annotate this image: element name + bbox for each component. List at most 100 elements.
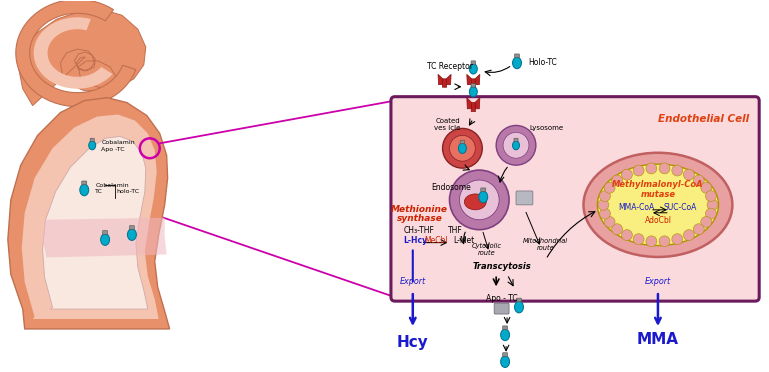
Text: Apo - TC: Apo - TC [486,294,518,303]
Polygon shape [475,98,480,109]
Ellipse shape [479,191,488,203]
Ellipse shape [514,301,524,313]
Circle shape [611,224,623,235]
Ellipse shape [501,356,510,368]
Ellipse shape [501,329,510,341]
Text: MeCbl: MeCbl [424,235,448,244]
Circle shape [694,175,704,186]
Ellipse shape [101,234,109,246]
Text: Holo-TC: Holo-TC [528,58,557,67]
Circle shape [598,199,609,210]
Text: Hcy: Hcy [397,335,428,350]
Text: Methylmalonyl-CoA: Methylmalonyl-CoA [612,180,704,189]
FancyBboxPatch shape [517,298,521,302]
Ellipse shape [88,141,95,150]
FancyBboxPatch shape [391,97,759,301]
Ellipse shape [469,64,478,74]
Text: Mitochondrial
route: Mitochondrial route [523,238,568,250]
Circle shape [459,180,499,220]
Text: Export: Export [400,277,426,286]
Polygon shape [446,74,451,85]
FancyBboxPatch shape [514,138,518,141]
FancyBboxPatch shape [90,138,95,141]
Text: Export: Export [645,277,671,286]
Circle shape [646,236,657,247]
Circle shape [604,217,615,227]
Text: Endosome: Endosome [431,183,471,192]
Circle shape [621,230,632,241]
Text: CH₃-THF: CH₃-THF [404,226,434,235]
FancyBboxPatch shape [514,54,520,58]
Circle shape [633,165,644,176]
Polygon shape [475,74,480,85]
Ellipse shape [469,87,478,97]
Polygon shape [18,9,146,106]
FancyBboxPatch shape [471,84,475,87]
Ellipse shape [458,143,466,153]
Circle shape [701,182,712,193]
Polygon shape [438,74,443,85]
Polygon shape [42,218,167,257]
FancyBboxPatch shape [503,353,508,356]
Circle shape [672,165,683,176]
Circle shape [621,169,632,180]
Ellipse shape [464,194,486,210]
Circle shape [443,128,482,168]
Circle shape [646,163,657,174]
Text: Cobalamin: Cobalamin [102,140,135,145]
FancyBboxPatch shape [82,181,87,185]
Text: Apo -TC: Apo -TC [102,147,125,152]
Ellipse shape [598,164,718,246]
Text: Coated
ves icle: Coated ves icle [434,118,461,131]
Circle shape [705,208,717,219]
Ellipse shape [584,153,732,257]
Circle shape [450,170,509,230]
Circle shape [684,169,694,180]
FancyBboxPatch shape [503,326,508,330]
Text: TC Receptor: TC Receptor [427,62,472,71]
Circle shape [659,236,670,247]
FancyBboxPatch shape [516,191,533,205]
FancyBboxPatch shape [481,188,486,192]
Text: MMA: MMA [637,332,679,347]
Circle shape [672,234,683,245]
Circle shape [705,190,717,202]
Circle shape [701,217,712,227]
Text: Cytosolic
route: Cytosolic route [471,243,501,256]
Circle shape [600,190,611,202]
Polygon shape [471,103,475,112]
Polygon shape [22,115,158,319]
Circle shape [659,163,670,174]
Text: mutase: mutase [641,190,675,199]
Polygon shape [34,17,112,89]
Circle shape [684,230,694,241]
Polygon shape [42,137,148,309]
Text: Methionine: Methionine [391,205,448,214]
Circle shape [633,234,644,245]
Circle shape [707,199,718,210]
FancyBboxPatch shape [494,303,509,314]
Ellipse shape [80,184,88,196]
Polygon shape [467,98,471,109]
Ellipse shape [128,229,136,240]
Circle shape [503,132,529,158]
Text: holo-TC: holo-TC [116,189,139,195]
Text: L-Hcy: L-Hcy [403,235,427,244]
Circle shape [450,135,475,161]
Ellipse shape [512,141,520,150]
Circle shape [600,208,611,219]
Circle shape [496,125,536,165]
Ellipse shape [512,57,521,69]
Text: L-Met: L-Met [454,235,474,244]
Polygon shape [16,0,136,107]
Text: Transcytosis: Transcytosis [473,262,531,271]
Polygon shape [471,79,475,87]
FancyBboxPatch shape [471,61,475,64]
Circle shape [694,224,704,235]
Polygon shape [442,79,447,87]
Text: Cobalamin: Cobalamin [95,183,128,187]
Text: THF: THF [448,226,462,235]
FancyBboxPatch shape [460,140,464,144]
FancyBboxPatch shape [102,231,108,234]
Text: SUC-CoA: SUC-CoA [663,203,697,212]
